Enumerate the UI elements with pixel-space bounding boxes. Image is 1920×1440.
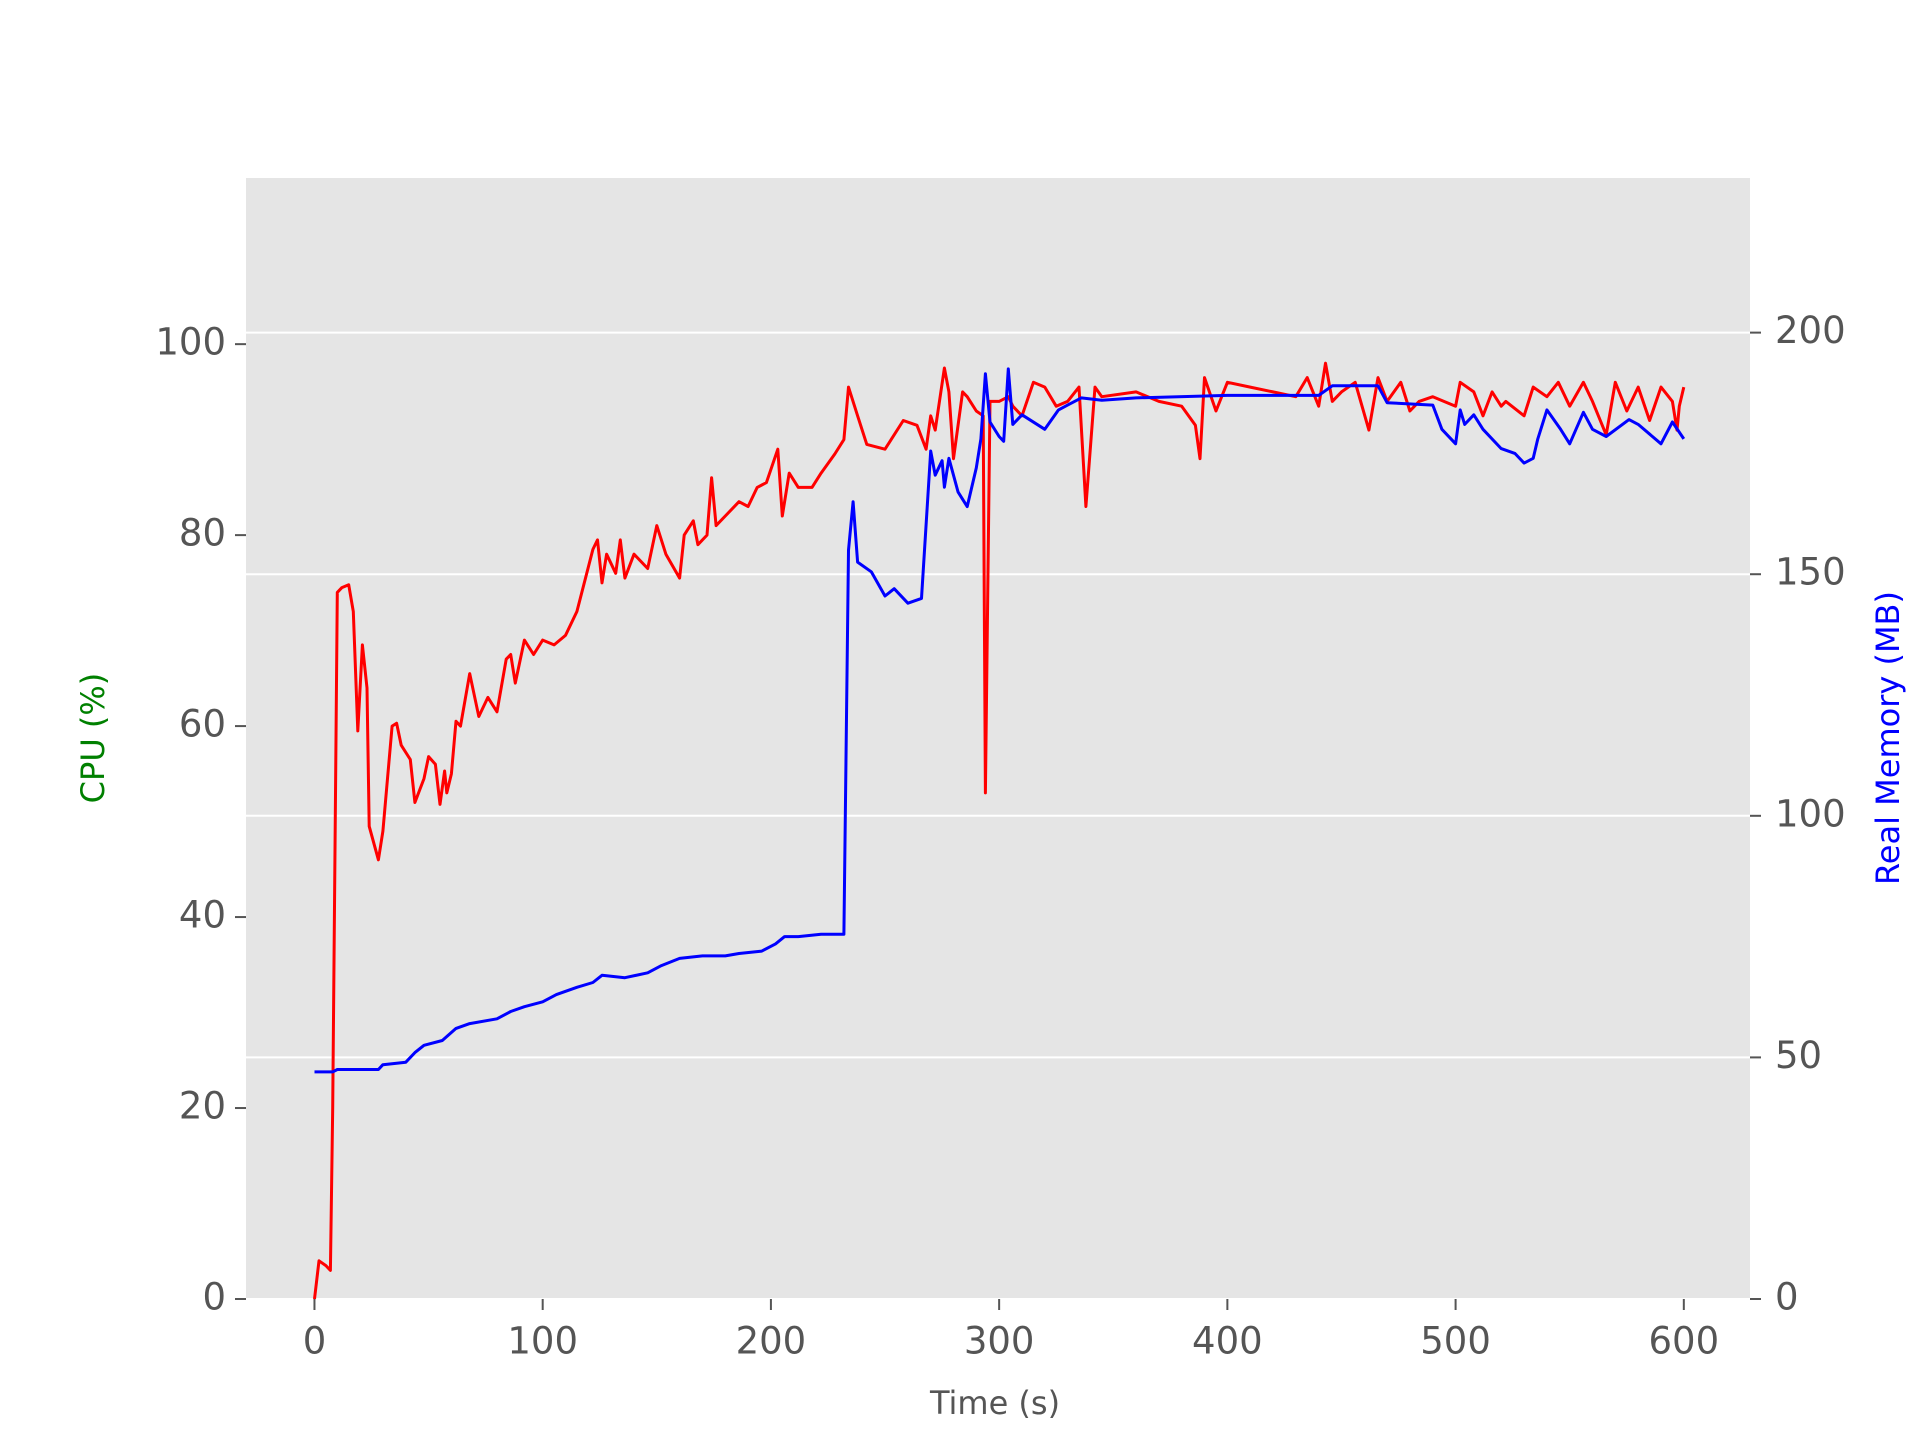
y2-tick-label: 100 [1775,792,1846,835]
y-tick-label: 0 [202,1276,226,1319]
y2-tick-label: 50 [1775,1034,1822,1077]
y-tick-label: 80 [179,512,226,555]
x-tick-label: 400 [1192,1320,1263,1363]
y2-tick-label: 0 [1775,1276,1799,1319]
y2-tick-label: 200 [1775,309,1846,352]
x-tick-label: 100 [507,1320,578,1363]
y2-tick-label: 150 [1775,551,1846,594]
y2-axis-label: Real Memory (MB) [1869,591,1907,885]
y-tick-label: 40 [179,894,226,937]
y-tick-label: 100 [155,321,226,364]
x-axis-label: Time (s) [929,1384,1060,1422]
y-tick-label: 60 [179,703,226,746]
x-tick-label: 200 [736,1320,807,1363]
x-tick-label: 500 [1420,1320,1491,1363]
plot-area [246,178,1750,1299]
x-tick-label: 600 [1649,1320,1720,1363]
x-tick-label: 0 [303,1320,327,1363]
y-tick-label: 20 [179,1085,226,1128]
series-line [313,361,1686,1300]
series-line [314,367,1686,1074]
y-axis-label: CPU (%) [74,673,112,804]
x-tick-label: 300 [964,1320,1035,1363]
